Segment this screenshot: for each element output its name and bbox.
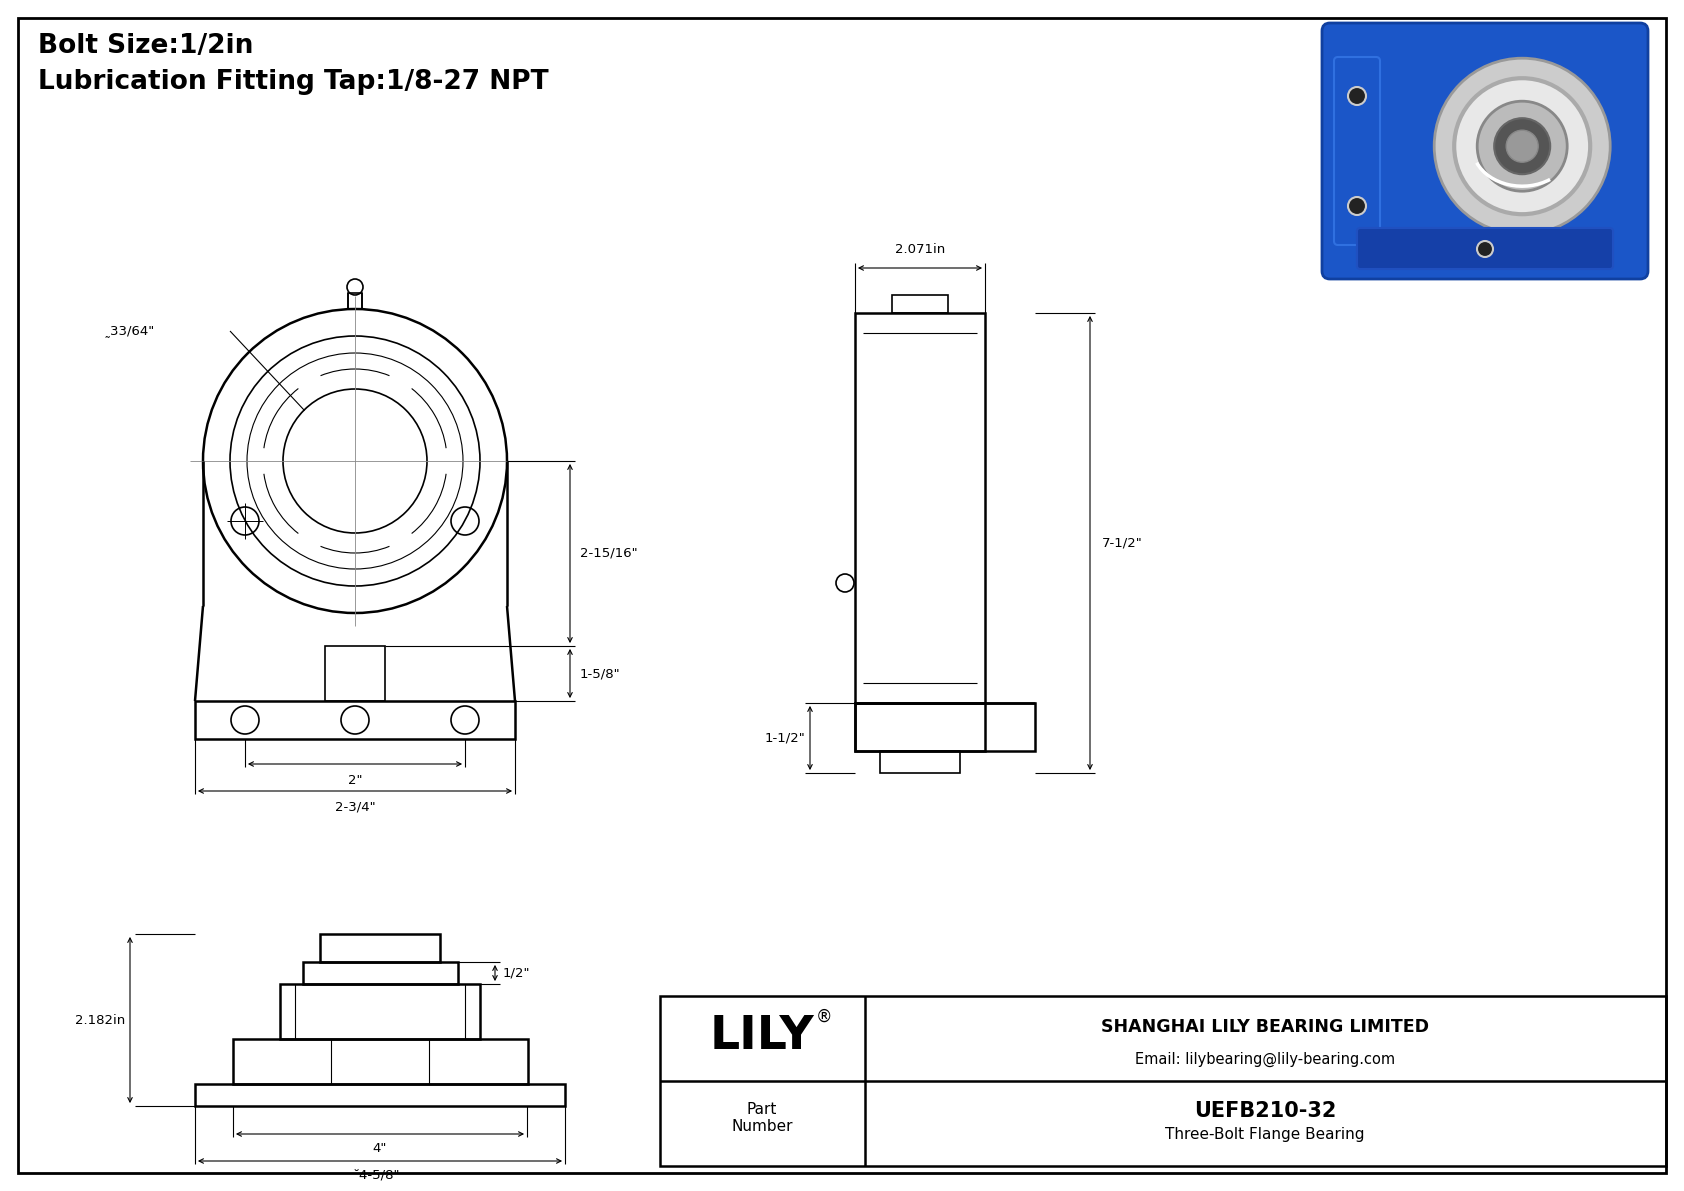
Bar	[280, 984, 480, 1039]
Bar	[232, 1039, 529, 1084]
Text: 1/2": 1/2"	[504, 967, 530, 979]
Text: 2": 2"	[349, 774, 362, 787]
Text: SHANGHAI LILY BEARING LIMITED: SHANGHAI LILY BEARING LIMITED	[1101, 1017, 1430, 1036]
Circle shape	[1347, 87, 1366, 105]
Text: ̆4-5/8": ̆4-5/8"	[360, 1170, 401, 1181]
Text: LILY: LILY	[709, 1015, 815, 1059]
Text: 2.182in: 2.182in	[74, 1014, 125, 1027]
FancyBboxPatch shape	[1334, 57, 1379, 245]
Text: Part
Number: Part Number	[731, 1102, 793, 1134]
Bar	[303, 962, 458, 984]
Bar	[349, 293, 362, 308]
Text: 1-5/8": 1-5/8"	[579, 667, 621, 680]
Bar	[855, 703, 985, 752]
Text: ®: ®	[815, 1008, 832, 1025]
Text: 2-15/16": 2-15/16"	[579, 547, 638, 560]
Circle shape	[1494, 118, 1551, 174]
Text: 1-1/2": 1-1/2"	[765, 731, 805, 744]
Text: Lubrication Fitting Tap:1/8-27 NPT: Lubrication Fitting Tap:1/8-27 NPT	[39, 69, 549, 95]
FancyBboxPatch shape	[1357, 227, 1613, 269]
Text: 2.071in: 2.071in	[894, 243, 945, 256]
Text: 2-3/4": 2-3/4"	[335, 802, 376, 813]
Text: 7-1/2": 7-1/2"	[1101, 536, 1143, 549]
Circle shape	[1477, 101, 1568, 192]
Circle shape	[1505, 130, 1537, 162]
Circle shape	[1347, 197, 1366, 216]
Bar	[325, 646, 386, 701]
Text: UEFB210-32: UEFB210-32	[1194, 1100, 1335, 1121]
Text: Bolt Size:1/2in: Bolt Size:1/2in	[39, 33, 253, 60]
Bar	[320, 934, 440, 962]
FancyBboxPatch shape	[1322, 23, 1649, 279]
Circle shape	[1455, 79, 1590, 214]
Text: Email: lilybearing@lily-bearing.com: Email: lilybearing@lily-bearing.com	[1135, 1052, 1394, 1066]
Circle shape	[1477, 241, 1494, 257]
Text: ̰33/64": ̰33/64"	[111, 324, 155, 337]
Bar	[195, 701, 515, 738]
Bar	[855, 703, 1036, 752]
Bar	[660, 996, 1665, 1166]
Circle shape	[1435, 58, 1610, 235]
Bar	[881, 752, 960, 773]
Bar	[893, 295, 948, 313]
Bar	[195, 1084, 566, 1106]
Text: Three-Bolt Flange Bearing: Three-Bolt Flange Bearing	[1165, 1128, 1364, 1142]
Bar	[855, 313, 985, 703]
Text: 4": 4"	[372, 1142, 387, 1155]
